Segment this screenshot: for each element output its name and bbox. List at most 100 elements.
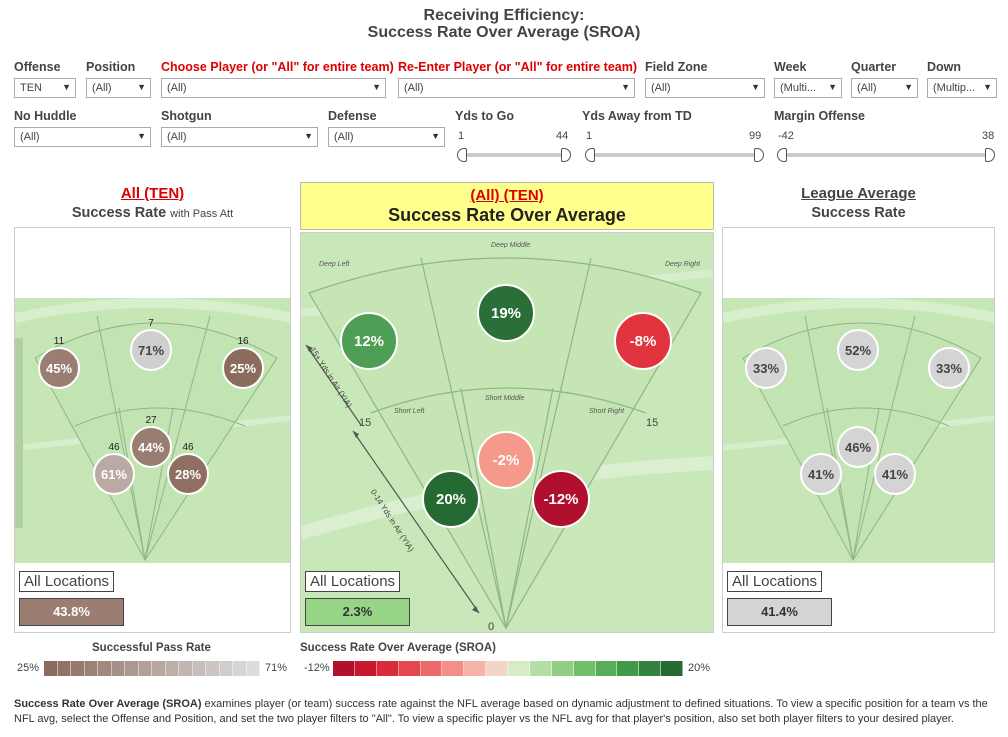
week-select[interactable]: (Multi... ▼ [774,78,842,98]
left-bubble-short-middle[interactable]: 44% [130,426,172,468]
left-panel: 11 7 16 27 46 46 45% 71% 25% 44% 61% 28%… [14,227,291,633]
reenter-player-value: (All) [404,82,424,94]
chevron-down-icon: ▼ [751,82,760,92]
margin-offense-max-handle[interactable] [985,148,995,162]
reenter-player-select[interactable]: (All) ▼ [398,78,635,98]
legend-swatch [529,661,552,676]
yds-to-go-max-handle[interactable] [561,148,571,162]
legend-swatch [639,661,662,676]
legend-swatch [661,661,683,676]
legend-swatch [420,661,443,676]
margin-offense-max: 38 [982,130,995,142]
center-bubble-short-right[interactable]: -12% [532,470,590,528]
sroa-legend-title: Success Rate Over Average (SROA) [300,642,497,654]
field-zone-value: (All) [651,82,671,94]
center-bubble-deep-right[interactable]: -8% [614,312,672,370]
page-title-line2: Success Rate Over Average (SROA) [367,24,641,41]
left-bubble-short-right[interactable]: 28% [167,453,209,495]
yds-to-go-track[interactable] [460,153,570,157]
center-zone-deep-left: Deep Left [319,261,350,268]
left-bubble-deep-middle[interactable]: 71% [130,329,172,371]
week-value: (Multi... [780,82,817,94]
left-bubble-deep-right[interactable]: 25% [222,347,264,389]
right-panel: 33% 52% 33% 46% 41% 41% All Locations 41… [722,227,995,633]
center-panel-title: (All) (TEN) [470,187,544,204]
choose-player-select[interactable]: (All) ▼ [161,78,386,98]
center-bubble-deep-middle[interactable]: 19% [477,284,535,342]
offense-select[interactable]: TEN ▼ [14,78,76,98]
yds-away-td-max-handle[interactable] [754,148,764,162]
chevron-down-icon: ▼ [904,82,913,92]
legend-swatch [206,661,220,676]
down-label: Down [927,60,962,74]
legend-swatch [486,661,508,676]
position-value: (All) [92,82,112,94]
chevron-down-icon: ▼ [621,82,630,92]
shotgun-value: (All) [167,131,187,143]
shotgun-select[interactable]: (All) ▼ [161,127,318,147]
no-huddle-value: (All) [20,131,40,143]
defense-select[interactable]: (All) ▼ [328,127,445,147]
offense-value: TEN [20,82,42,94]
yds-away-td-min-handle[interactable] [585,148,595,162]
legend-swatch [71,661,85,676]
margin-offense-label: Margin Offense [774,109,865,123]
left-count-deep-right: 16 [237,336,249,347]
sroa-legend-bar [333,661,683,676]
left-bubble-short-left[interactable]: 61% [93,453,135,495]
center-bubble-short-middle[interactable]: -2% [477,431,535,489]
right-bubble-deep-left[interactable]: 33% [745,347,787,389]
pass-rate-legend-bar [44,661,260,676]
left-bubble-deep-left[interactable]: 45% [38,347,80,389]
legend-swatch [152,661,166,676]
choose-player-label: Choose Player (or "All" for entire team) [161,60,394,74]
left-count-deep-left: 11 [53,336,65,347]
down-select[interactable]: (Multip... ▼ [927,78,997,98]
yds-to-go-min-handle[interactable] [457,148,467,162]
chevron-down-icon: ▼ [828,82,837,92]
no-huddle-select[interactable]: (All) ▼ [14,127,151,147]
left-count-short-middle: 27 [145,415,157,426]
margin-offense-track[interactable] [780,153,994,157]
chevron-down-icon: ▼ [372,82,381,92]
right-panel-title: League Average [801,185,916,202]
position-select[interactable]: (All) ▼ [86,78,151,98]
center-bubble-short-left[interactable]: 20% [422,470,480,528]
center-zone-short-right: Short Right [589,408,625,415]
choose-player-value: (All) [167,82,187,94]
legend-swatch [98,661,112,676]
yds-away-td-min: 1 [586,130,593,142]
legend-swatch [442,661,465,676]
defense-label: Defense [328,109,377,123]
shotgun-label: Shotgun [161,109,212,123]
center-zone-deep-middle: Deep Middle [491,242,531,249]
right-bubble-deep-middle[interactable]: 52% [837,329,879,371]
quarter-select[interactable]: (All) ▼ [851,78,918,98]
right-bubble-short-left[interactable]: 41% [800,453,842,495]
yds-away-td-track[interactable] [588,153,763,157]
legend-swatch [111,661,125,676]
week-label: Week [774,60,807,74]
right-bubble-deep-right[interactable]: 33% [928,347,970,389]
footer-note: Success Rate Over Average (SROA) examine… [14,697,994,727]
field-zone-select[interactable]: (All) ▼ [645,78,765,98]
center-panel-subtitle: Success Rate Over Average [388,205,626,225]
legend-swatch [508,661,530,676]
margin-offense-min-handle[interactable] [777,148,787,162]
center-bubble-deep-left[interactable]: 12% [340,312,398,370]
chevron-down-icon: ▼ [983,82,992,92]
yds-to-go-min: 1 [458,130,465,142]
legend-swatch [192,661,206,676]
left-panel-metric: Success Rate [71,205,167,221]
chevron-down-icon: ▼ [304,131,313,141]
legend-swatch [595,661,618,676]
legend-swatch [398,661,421,676]
legend-swatch [376,661,399,676]
legend-swatch [138,661,152,676]
offense-label: Offense [14,60,61,74]
chevron-down-icon: ▼ [137,82,146,92]
right-bubble-short-right[interactable]: 41% [874,453,916,495]
right-bubble-short-middle[interactable]: 46% [837,426,879,468]
field-zone-label: Field Zone [645,60,708,74]
legend-swatch [125,661,139,676]
